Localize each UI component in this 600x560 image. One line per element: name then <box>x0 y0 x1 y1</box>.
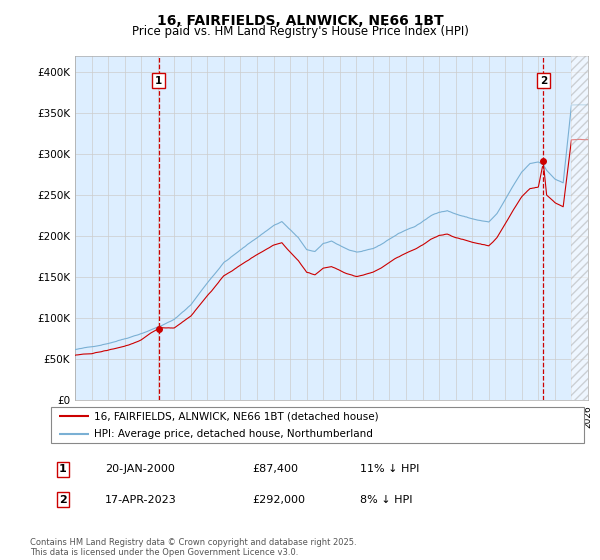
Bar <box>571 56 588 400</box>
Text: 2: 2 <box>539 76 547 86</box>
Text: 8% ↓ HPI: 8% ↓ HPI <box>360 494 413 505</box>
Text: Contains HM Land Registry data © Crown copyright and database right 2025.
This d: Contains HM Land Registry data © Crown c… <box>30 538 356 557</box>
Text: 2: 2 <box>59 494 67 505</box>
Text: £292,000: £292,000 <box>252 494 305 505</box>
Text: 16, FAIRFIELDS, ALNWICK, NE66 1BT (detached house): 16, FAIRFIELDS, ALNWICK, NE66 1BT (detac… <box>94 411 379 421</box>
FancyBboxPatch shape <box>50 407 584 443</box>
Text: Price paid vs. HM Land Registry's House Price Index (HPI): Price paid vs. HM Land Registry's House … <box>131 25 469 38</box>
Text: 16, FAIRFIELDS, ALNWICK, NE66 1BT: 16, FAIRFIELDS, ALNWICK, NE66 1BT <box>157 14 443 28</box>
Text: £87,400: £87,400 <box>252 464 298 474</box>
Text: 1: 1 <box>155 76 162 86</box>
Text: 17-APR-2023: 17-APR-2023 <box>105 494 177 505</box>
Text: 1: 1 <box>59 464 67 474</box>
Text: HPI: Average price, detached house, Northumberland: HPI: Average price, detached house, Nort… <box>94 429 373 439</box>
Text: 11% ↓ HPI: 11% ↓ HPI <box>360 464 419 474</box>
Text: 20-JAN-2000: 20-JAN-2000 <box>105 464 175 474</box>
